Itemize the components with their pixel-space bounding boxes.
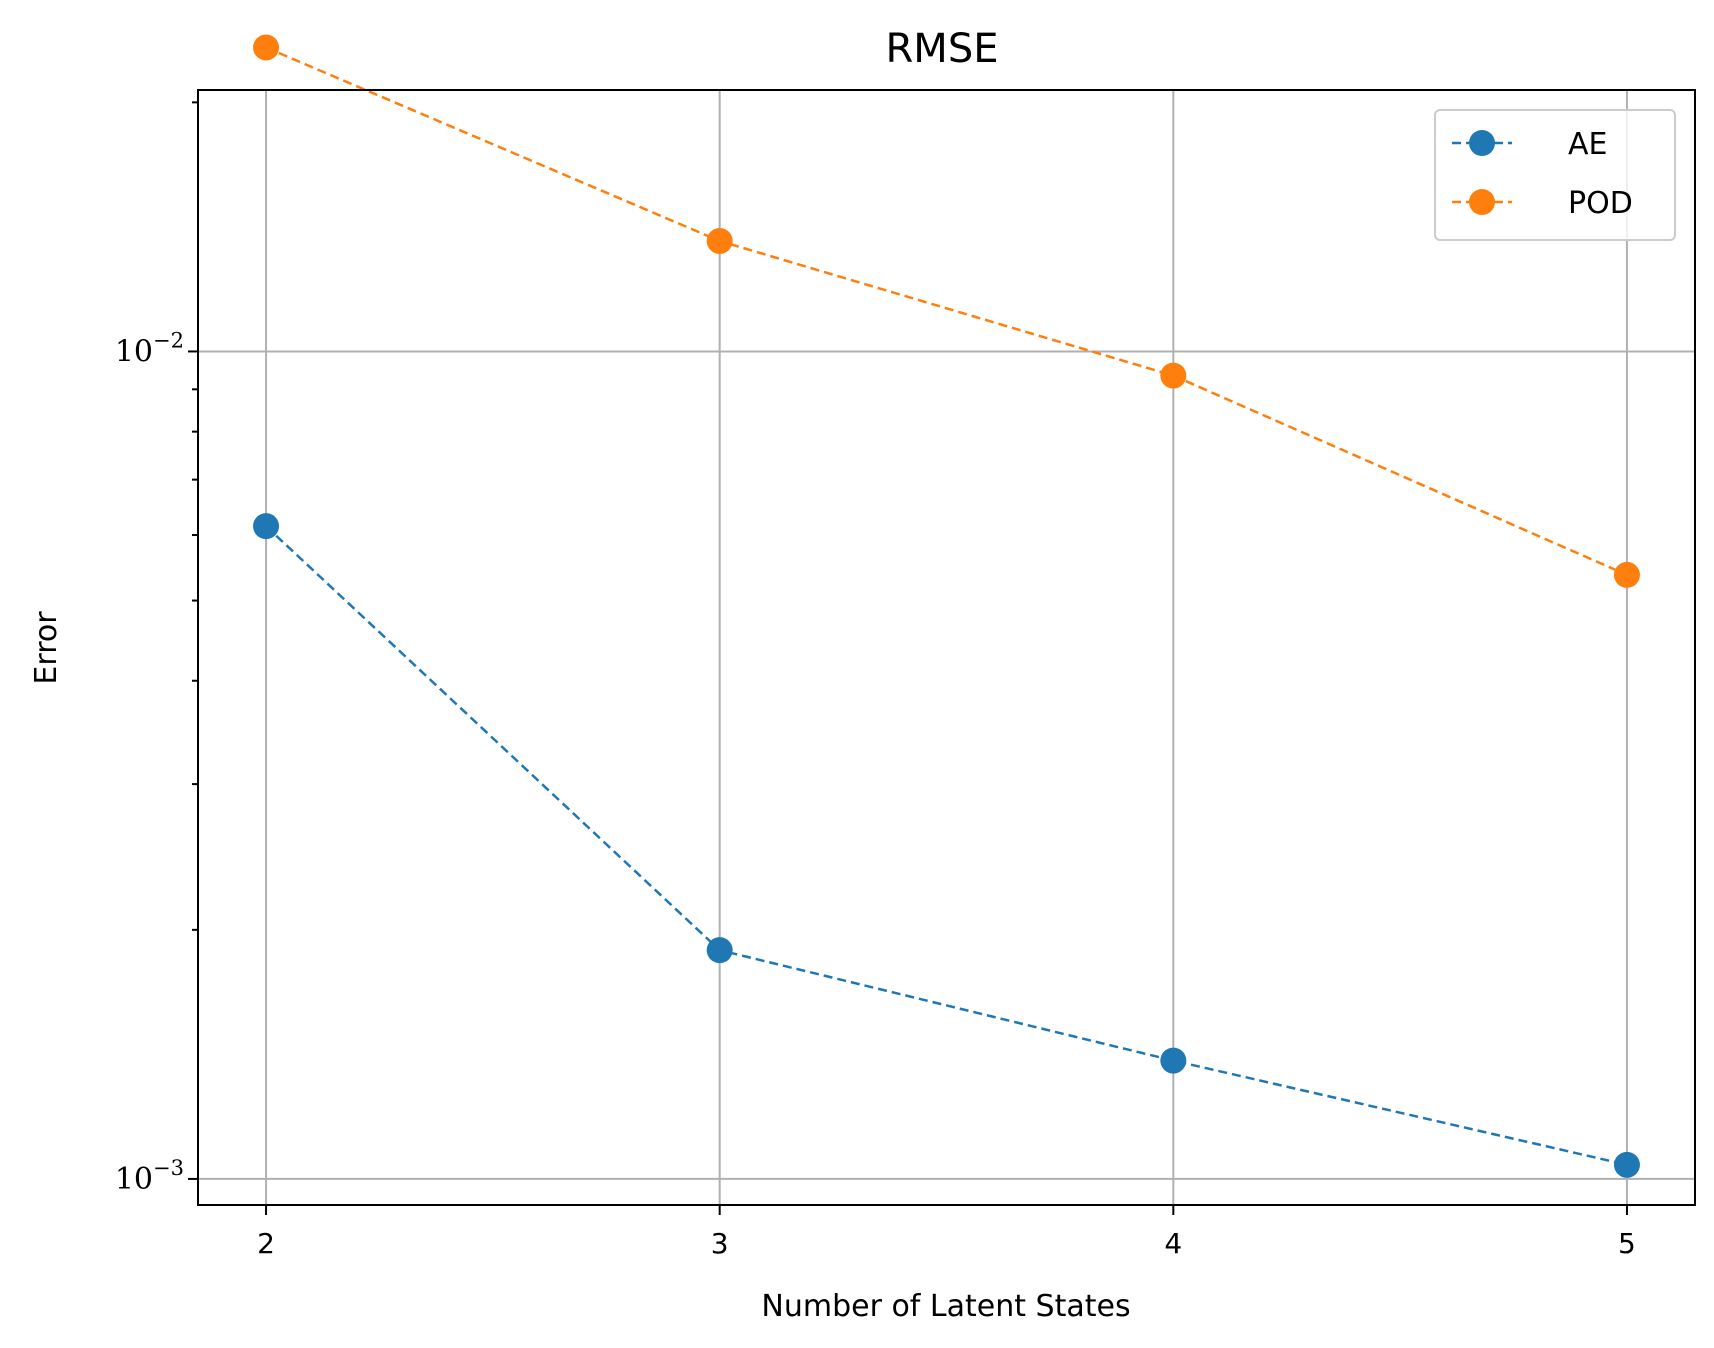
y-tick-label: 10−2 — [115, 328, 184, 369]
x-tick-label: 4 — [1164, 1227, 1182, 1260]
x-axis-label: Number of Latent States — [761, 1289, 1130, 1324]
data-point-ae — [1613, 1151, 1640, 1178]
legend-marker-ae — [1469, 130, 1495, 156]
y-axis-label: Error — [29, 611, 64, 685]
data-point-pod — [706, 227, 733, 254]
legend-marker-pod — [1469, 189, 1495, 215]
x-tick-label: 3 — [711, 1227, 729, 1260]
y-axis: 10−2 10−3 — [115, 101, 198, 1197]
plot-frame — [197, 89, 1696, 1206]
grid — [198, 90, 1695, 1205]
data-point-ae — [253, 513, 280, 540]
series-line-pod — [265, 46, 1628, 577]
data-point-ae — [1160, 1047, 1187, 1074]
series-layer — [253, 34, 1640, 1178]
legend: AE POD — [1434, 109, 1676, 241]
data-point-pod — [1613, 561, 1640, 588]
data-point-pod — [1160, 362, 1187, 389]
legend-label-pod: POD — [1568, 186, 1633, 221]
x-tick-label: 5 — [1618, 1227, 1636, 1260]
chart-title: RMSE — [886, 26, 999, 72]
legend-box — [1434, 109, 1676, 241]
legend-label-ae: AE — [1568, 127, 1607, 162]
x-tick-label: 2 — [257, 1227, 275, 1260]
data-point-ae — [706, 937, 733, 964]
x-axis: 2 3 4 5 — [257, 1205, 1636, 1260]
data-point-pod — [253, 34, 280, 61]
y-tick-label: 10−3 — [115, 1156, 184, 1197]
series-line-ae — [265, 525, 1628, 1167]
